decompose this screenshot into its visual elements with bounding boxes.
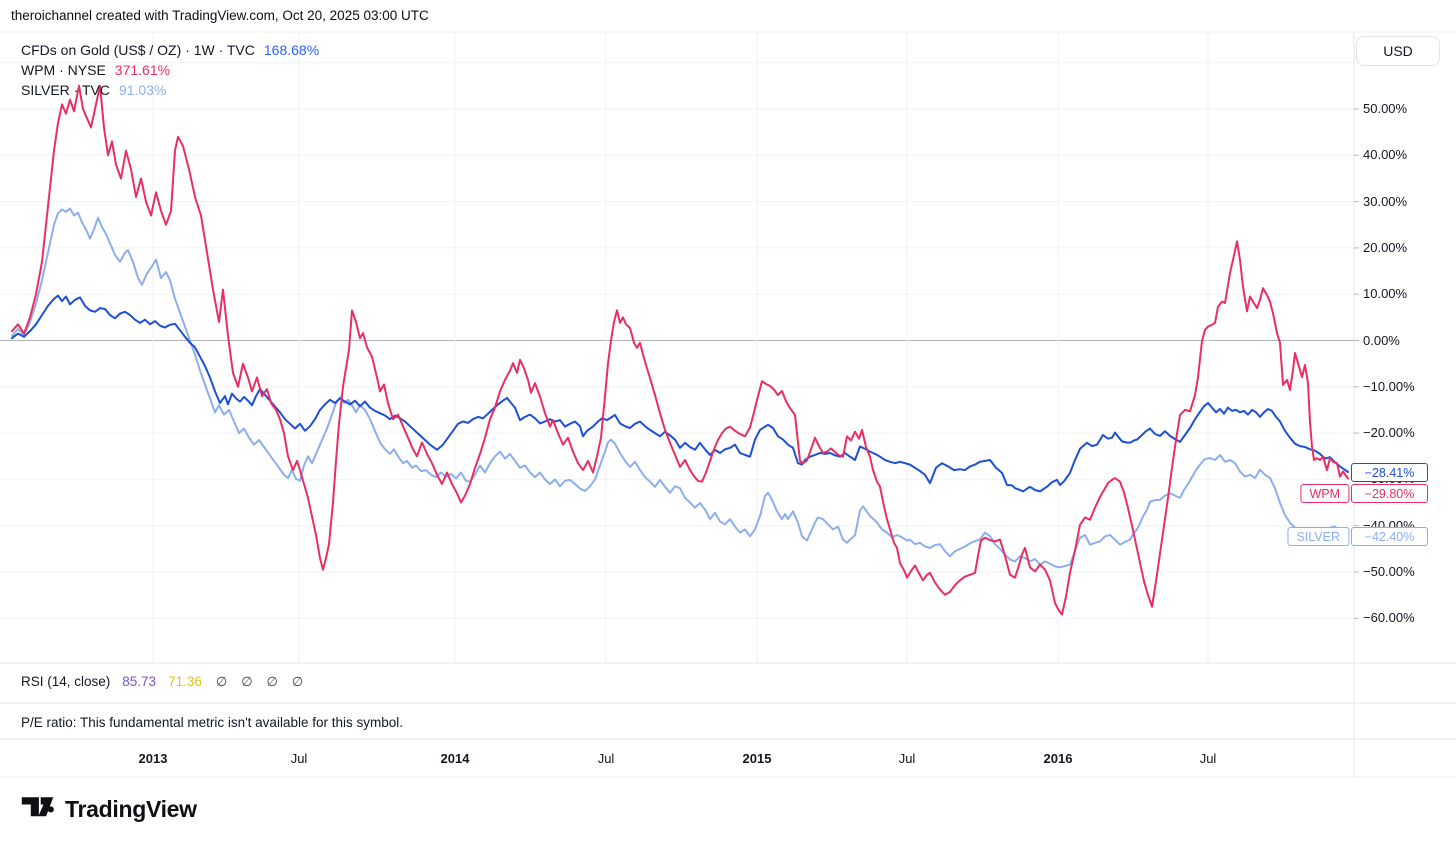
y-axis-label: −50.00% — [1363, 564, 1415, 579]
x-axis-label: 2014 — [440, 751, 470, 766]
silver-last-value-label: −42.40% — [1351, 527, 1428, 547]
y-axis-label: 50.00% — [1363, 101, 1408, 116]
gold-line[interactable] — [11, 294, 1349, 493]
tradingview-logo[interactable]: TradingView — [20, 794, 197, 824]
tradingview-mark-icon — [21, 797, 54, 817]
y-axis-label: 20.00% — [1363, 239, 1408, 255]
page-title: theroichannel created with TradingView.c… — [11, 8, 429, 23]
rsi-value-2: 71.36 — [168, 674, 202, 689]
legend-label-silver: SILVER · TVC — [21, 82, 110, 98]
rsi-empty-set-icons: ∅ ∅ ∅ ∅ — [202, 674, 304, 690]
rsi-label: RSI (14, close) — [21, 674, 111, 689]
y-axis-label: −10.00% — [1363, 378, 1415, 394]
empty-set-icon: ∅ — [241, 675, 253, 690]
wpm-line[interactable] — [11, 84, 1349, 616]
gold-last-value-label: −28.41% — [1351, 462, 1428, 482]
currency-toggle-button[interactable]: USD — [1356, 36, 1440, 66]
symbol-legend: CFDs on Gold (US$ / OZ) · 1W · TVC 168.68… — [21, 40, 319, 100]
empty-set-icon: ∅ — [291, 675, 304, 690]
rsi-value-1: 85.73 — [122, 674, 157, 689]
legend-row-gold[interactable]: CFDs on Gold (US$ / OZ) · 1W · TVC 168.68… — [21, 40, 319, 60]
y-axis-label: −20.00% — [1363, 425, 1415, 441]
silver-symbol-badge: SILVER — [1287, 527, 1349, 547]
x-axis-label: 2016 — [1043, 751, 1073, 766]
silver-line[interactable] — [11, 207, 1349, 569]
x-axis-label: 2015 — [742, 751, 772, 766]
y-axis-label: 40.00% — [1363, 147, 1408, 163]
y-axis-label: 0.00% — [1363, 332, 1400, 348]
rsi-indicator-legend[interactable]: RSI (14, close) 85.73 71.36 ∅ ∅ ∅ ∅ — [21, 672, 303, 692]
legend-row-silver[interactable]: SILVER · TVC 91.03% — [21, 80, 319, 100]
x-axis-label: Jul — [597, 751, 615, 766]
empty-set-icon: ∅ — [215, 675, 228, 690]
legend-value-wpm: 371.61% — [114, 62, 171, 78]
y-axis-label: 30.00% — [1363, 193, 1408, 209]
x-axis-label: Jul — [290, 751, 308, 766]
pe-ratio-message: P/E ratio: This fundamental metric isn't… — [21, 715, 403, 730]
empty-set-icon: ∅ — [266, 675, 278, 690]
legend-value-gold: 168.68% — [263, 42, 320, 58]
legend-value-silver: 91.03% — [118, 82, 167, 98]
x-axis-label: Jul — [1199, 751, 1217, 766]
y-axis-label: 10.00% — [1363, 286, 1408, 302]
y-axis-label: −60.00% — [1363, 610, 1415, 626]
wpm-symbol-badge: WPM — [1300, 483, 1349, 503]
legend-label-wpm: WPM · NYSE — [21, 62, 106, 78]
tradingview-wordmark: TradingView — [65, 795, 197, 822]
x-axis-label: Jul — [898, 751, 916, 766]
wpm-last-value-label: −29.80% — [1351, 483, 1428, 503]
legend-label-gold: CFDs on Gold (US$ / OZ) · 1W · TVC — [21, 42, 255, 58]
legend-row-wpm[interactable]: WPM · NYSE 371.61% — [21, 60, 319, 80]
x-axis-label: 2013 — [138, 751, 168, 766]
